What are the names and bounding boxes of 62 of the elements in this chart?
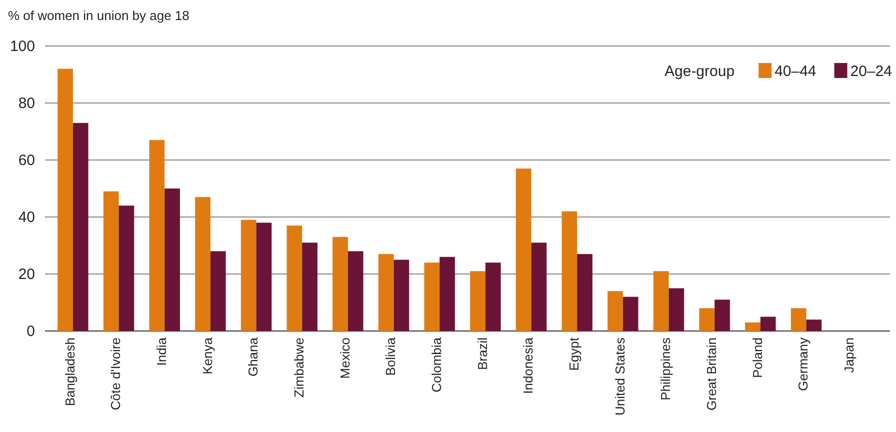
bar <box>195 197 210 331</box>
x-tick-label: Côte d'Ivoire <box>108 338 124 410</box>
bar <box>240 220 256 331</box>
x-tick-label: Philippines <box>658 337 674 400</box>
x-tick-label: Zimbabwe <box>292 338 307 398</box>
bar <box>608 291 623 331</box>
bar <box>714 300 730 331</box>
bar <box>394 260 410 331</box>
x-tick-label: Kenya <box>200 336 215 374</box>
bar <box>103 191 119 331</box>
x-tick-label: Colombia <box>429 336 444 392</box>
bar <box>577 254 592 331</box>
bar <box>622 296 638 331</box>
bar <box>210 251 226 331</box>
bar <box>149 140 165 331</box>
x-tick-label: Japan <box>842 338 857 373</box>
bar <box>745 322 760 331</box>
bar <box>562 211 578 331</box>
x-tick-label: India <box>154 336 170 366</box>
bar <box>485 262 501 331</box>
legend-label: 40–44 <box>774 63 816 80</box>
bar <box>516 168 532 331</box>
bar <box>424 262 440 331</box>
bar <box>470 271 486 331</box>
bar <box>348 251 364 331</box>
x-tick-label: Poland <box>750 338 765 378</box>
x-tick-label: Ghana <box>246 336 261 377</box>
bar <box>699 308 715 331</box>
x-tick-label: Indonesia <box>520 336 536 394</box>
bar <box>531 242 547 331</box>
y-axis-title: % of women in union by age 18 <box>8 8 190 23</box>
bar <box>378 254 394 331</box>
x-tick-label: Brazil <box>474 337 490 370</box>
y-tick-label: 80 <box>18 94 35 112</box>
x-tick-label: Bangladesh <box>62 338 78 406</box>
legend-title: Age-group <box>664 63 735 80</box>
x-tick-label: Great Britain <box>704 338 720 410</box>
bar <box>806 320 822 331</box>
bar <box>332 236 348 331</box>
legend-label: 20–24 <box>850 63 892 80</box>
bar <box>790 308 806 331</box>
x-tick-label: United States <box>612 337 628 416</box>
bar <box>58 68 73 331</box>
x-tick-label: Bolivia <box>383 336 398 376</box>
bar <box>440 256 455 331</box>
y-tick-label: 0 <box>26 322 35 340</box>
bar <box>302 242 318 331</box>
bar <box>118 206 134 331</box>
bar <box>653 271 669 331</box>
bar <box>286 226 302 331</box>
x-tick-label: Germany <box>796 337 811 391</box>
bar <box>164 188 180 331</box>
x-tick-label: Egypt <box>566 337 582 371</box>
bar <box>668 288 684 331</box>
y-tick-label: 40 <box>18 208 35 226</box>
bar <box>256 222 272 331</box>
bar <box>760 316 776 331</box>
y-tick-label: 20 <box>18 266 35 283</box>
bar <box>72 122 88 331</box>
y-tick-label: 100 <box>10 38 35 55</box>
x-tick-label: Mexico <box>337 338 352 379</box>
y-tick-label: 60 <box>18 152 35 169</box>
